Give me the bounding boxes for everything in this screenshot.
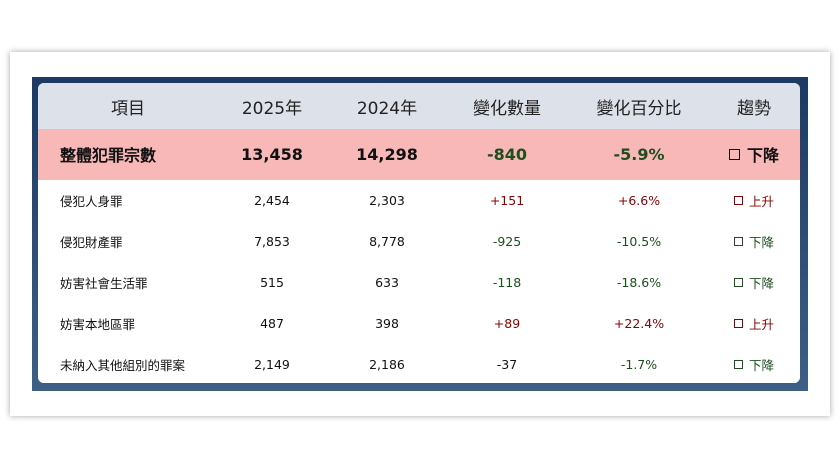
summary-2024: 14,298	[356, 144, 418, 164]
row-change: +89	[493, 316, 521, 331]
trend-box-icon	[733, 278, 743, 287]
row-item: 侵犯人身罪	[60, 194, 123, 209]
row-trend: 下降	[708, 221, 800, 262]
row-percent: -1.7%	[620, 357, 658, 372]
row-2025: 2,149	[254, 357, 290, 372]
table-row: 未納入其他組別的罪案 2,149 2,186 -37 -1.7% 下降	[38, 344, 800, 383]
summary-trend-label: 下降	[746, 146, 779, 165]
header-percent: 變化百分比	[596, 98, 682, 119]
row-trend-label: 下降	[748, 358, 774, 373]
row-percent: -10.5%	[616, 234, 662, 249]
trend-box-icon	[728, 148, 740, 160]
row-trend: 下降	[708, 262, 800, 303]
row-2025: 487	[260, 316, 284, 331]
row-change: +151	[489, 193, 525, 208]
row-item: 未納入其他組別的罪案	[60, 358, 186, 373]
summary-percent: -5.9%	[613, 144, 665, 164]
row-trend-label: 上升	[748, 194, 774, 209]
crime-statistics-table: 項目 2025年 2024年 變化數量 變化百分比 趨勢 整體犯罪宗數 13,4…	[38, 83, 800, 383]
row-2024: 2,186	[369, 357, 405, 372]
row-2024: 2,303	[369, 193, 405, 208]
summary-2025: 13,458	[241, 144, 303, 164]
row-trend: 上升	[708, 180, 800, 221]
header-change: 變化數量	[473, 98, 541, 119]
header-trend: 趨勢	[737, 98, 771, 119]
row-trend-label: 下降	[748, 235, 774, 250]
summary-row: 整體犯罪宗數 13,458 14,298 -840 -5.9% 下降	[38, 129, 800, 180]
table-row: 妨害社會生活罪 515 633 -118 -18.6% 下降	[38, 262, 800, 304]
table-row: 侵犯財產罪 7,853 8,778 -925 -10.5% 下降	[38, 221, 800, 263]
row-2024: 398	[375, 316, 399, 331]
row-item: 侵犯財產罪	[60, 235, 123, 250]
row-item: 妨害社會生活罪	[60, 276, 148, 291]
summary-trend: 下降	[708, 129, 800, 179]
table-row: 妨害本地區罪 487 398 +89 +22.4% 上升	[38, 303, 800, 345]
row-trend: 下降	[708, 344, 800, 383]
summary-item: 整體犯罪宗數	[60, 146, 157, 165]
summary-change: -840	[486, 144, 528, 164]
table-header-row: 項目 2025年 2024年 變化數量 變化百分比 趨勢	[38, 83, 800, 129]
row-trend-label: 上升	[748, 317, 774, 332]
row-item: 妨害本地區罪	[60, 317, 136, 332]
trend-box-icon	[733, 237, 743, 246]
trend-box-icon	[733, 360, 743, 369]
row-percent: +22.4%	[613, 316, 665, 331]
row-2025: 2,454	[254, 193, 290, 208]
trend-box-icon	[733, 319, 743, 328]
row-2025: 7,853	[254, 234, 290, 249]
row-change: -118	[492, 275, 522, 290]
row-trend: 上升	[708, 303, 800, 344]
row-percent: -18.6%	[616, 275, 662, 290]
row-change: -37	[496, 357, 518, 372]
row-change: -925	[492, 234, 522, 249]
header-2024: 2024年	[356, 98, 418, 119]
header-2025: 2025年	[241, 98, 303, 119]
row-2025: 515	[260, 275, 284, 290]
table-row: 侵犯人身罪 2,454 2,303 +151 +6.6% 上升	[38, 180, 800, 222]
row-2024: 633	[375, 275, 399, 290]
trend-box-icon	[733, 196, 743, 205]
row-2024: 8,778	[369, 234, 405, 249]
row-trend-label: 下降	[748, 276, 774, 291]
header-item: 項目	[111, 98, 145, 119]
row-percent: +6.6%	[617, 193, 661, 208]
